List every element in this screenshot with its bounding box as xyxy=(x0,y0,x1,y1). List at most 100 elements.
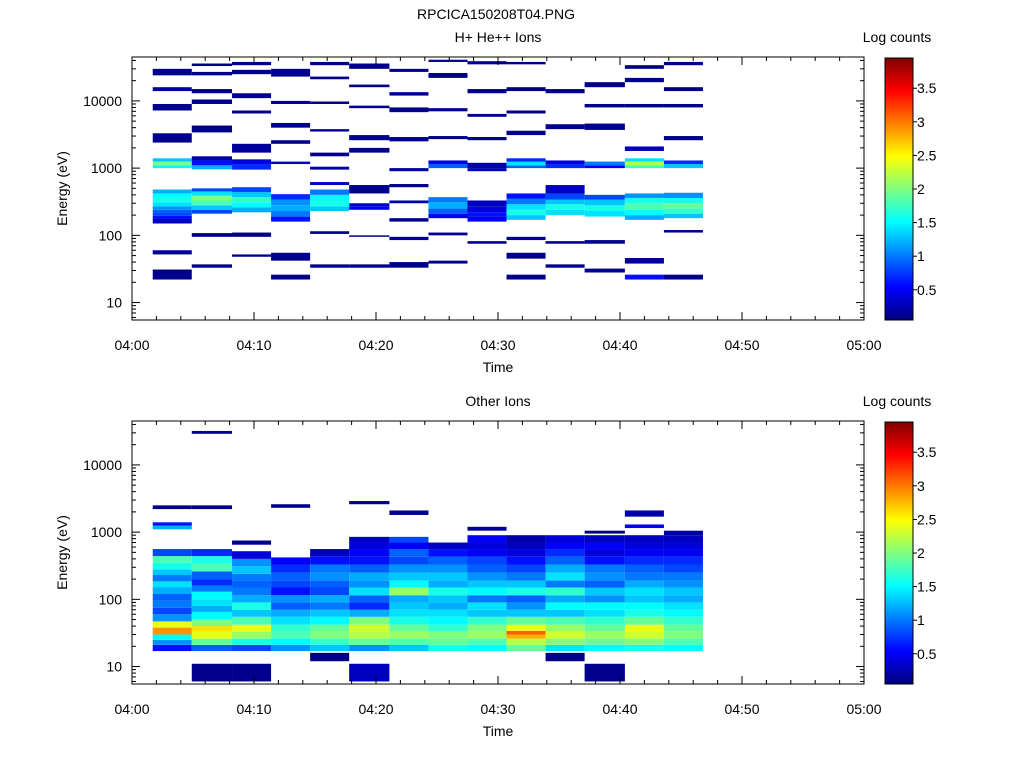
x-tick-label: 04:20 xyxy=(358,337,393,353)
spectrogram-cell xyxy=(349,580,390,588)
spectrogram-cell xyxy=(545,124,585,130)
spectrogram-cell xyxy=(232,663,272,682)
spectrogram-cell xyxy=(232,558,272,567)
spectrogram-cell xyxy=(271,274,311,280)
spectrogram-cell xyxy=(467,241,507,244)
y-tick-label: 10000 xyxy=(83,457,122,473)
spectrogram-cell xyxy=(428,73,468,78)
spectrogram-cell xyxy=(232,580,272,588)
spectrogram-cell xyxy=(663,61,703,66)
spectrogram-cell xyxy=(624,631,664,639)
spectrogram-cell xyxy=(624,103,664,108)
spectrogram-cell xyxy=(271,211,311,217)
spectrogram-cell xyxy=(152,505,192,510)
spectrogram-cell xyxy=(152,158,192,162)
spectrogram-cell xyxy=(584,240,625,244)
spectrogram-cell xyxy=(624,274,664,280)
spectrogram-cell xyxy=(152,209,192,213)
spectrogram-cell xyxy=(389,262,429,268)
spectrogram-cells xyxy=(152,430,703,682)
spectrogram-cell xyxy=(506,209,546,216)
spectrogram-cell xyxy=(271,616,311,625)
y-tick-label: 1000 xyxy=(91,524,122,540)
spectrogram-cell xyxy=(232,638,272,645)
x-tick-label: 04:30 xyxy=(480,337,515,353)
spectrogram-cell xyxy=(271,68,311,77)
spectrogram-cell xyxy=(310,624,350,632)
spectrogram-cell xyxy=(271,580,311,588)
spectrogram-cell xyxy=(271,587,311,596)
spectrogram-cell xyxy=(467,216,507,222)
spectrogram-cell xyxy=(467,638,507,645)
spectrogram-cell xyxy=(584,103,625,108)
spectrogram-cell xyxy=(545,580,585,588)
spectrogram-cell xyxy=(191,156,233,161)
spectrogram-cell xyxy=(584,542,625,550)
spectrogram-cell xyxy=(271,140,311,144)
spectrogram-cell xyxy=(310,549,350,557)
spectrogram-cell xyxy=(389,644,429,652)
spectrogram-cell xyxy=(271,631,311,639)
x-tick-label: 04:50 xyxy=(724,701,759,717)
spectrogram-cell xyxy=(271,638,311,645)
spectrogram-cell xyxy=(545,160,585,165)
spectrogram-cell xyxy=(389,631,429,639)
spectrogram-cell xyxy=(506,630,546,635)
spectrogram-cell xyxy=(310,580,350,588)
spectrogram-cell xyxy=(191,591,233,600)
spectrogram-cell xyxy=(191,579,233,586)
spectrogram-cell xyxy=(545,204,585,210)
spectrogram-cell xyxy=(191,626,233,632)
spectrogram-cell xyxy=(663,564,703,573)
spectrogram-cell xyxy=(545,193,585,200)
spectrogram-cell xyxy=(271,100,311,104)
spectrogram-cell xyxy=(152,206,192,210)
spectrogram-cell xyxy=(428,164,468,169)
y-tick-label: 100 xyxy=(99,227,123,243)
spectrogram-cell xyxy=(349,501,390,505)
spectrogram-cell xyxy=(271,572,311,581)
spectrogram-cell xyxy=(584,199,625,206)
x-tick-label: 04:10 xyxy=(236,701,271,717)
x-axis-label: Time xyxy=(483,723,514,739)
spectrogram-cell xyxy=(584,602,625,610)
spectrogram-cell xyxy=(232,143,272,153)
spectrogram-cell xyxy=(310,231,350,234)
spectrogram-cell xyxy=(624,616,664,625)
spectrogram-cell xyxy=(232,624,272,632)
spectrogram-cell xyxy=(310,564,350,573)
spectrogram-cell xyxy=(545,587,585,596)
spectrogram-cell xyxy=(428,549,468,557)
spectrogram-cell xyxy=(152,269,192,280)
spectrogram-cell xyxy=(389,200,429,204)
spectrogram-cell xyxy=(545,602,585,610)
spectrogram-cell xyxy=(349,663,390,682)
spectrogram-cell xyxy=(506,535,546,543)
spectrogram-cell xyxy=(232,93,272,99)
colorbar-label: Log counts xyxy=(863,29,932,45)
spectrogram-cell xyxy=(152,193,192,198)
spectrogram-cell xyxy=(232,631,272,639)
spectrogram-cell xyxy=(310,556,350,565)
spectrogram-cell xyxy=(545,185,585,194)
spectrogram-cell xyxy=(545,595,585,603)
spectrogram-cell xyxy=(271,644,311,652)
spectrogram-cell xyxy=(467,200,507,207)
spectrogram-cell xyxy=(545,535,585,543)
spectrogram-cell xyxy=(389,536,429,543)
spectrogram-cell xyxy=(428,631,468,639)
spectrogram-cell xyxy=(545,542,585,550)
spectrogram-cell xyxy=(545,624,585,632)
spectrogram-cell xyxy=(506,634,546,639)
spectrogram-cell xyxy=(232,187,272,193)
spectrogram-cell xyxy=(349,564,390,573)
spectrogram-cell xyxy=(467,168,507,172)
spectrogram-cell xyxy=(663,164,703,169)
x-tick-label: 05:00 xyxy=(846,337,881,353)
spectrogram-cell xyxy=(349,602,390,610)
spectrogram-cell xyxy=(663,556,703,565)
spectrogram-cell xyxy=(389,68,429,72)
spectrogram-cell xyxy=(191,264,233,268)
spectrogram-cell xyxy=(624,587,664,596)
spectrogram-cell xyxy=(152,621,192,628)
